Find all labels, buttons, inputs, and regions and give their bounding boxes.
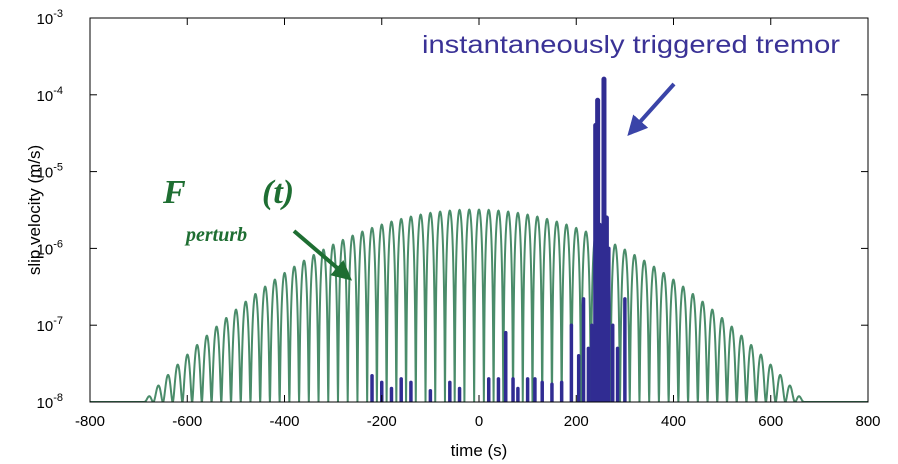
x-tick-label: -400: [269, 413, 299, 430]
x-tick-label: 800: [855, 413, 880, 430]
x-tick-label: -600: [172, 413, 202, 430]
y-axis-label: slip velocity (m/s): [25, 145, 44, 275]
x-tick-label: 600: [758, 413, 783, 430]
x-tick-label: 0: [475, 413, 483, 430]
y-tick-label: 10-4: [37, 85, 63, 105]
perturbation-series-line: [90, 208, 868, 402]
x-tick-label: -200: [367, 413, 397, 430]
y-tick-label: 10-3: [37, 8, 63, 28]
y-tick-label: 10-8: [37, 392, 63, 412]
perturbation-label-sub: perturb: [184, 224, 247, 246]
x-axis-label: time (s): [451, 441, 508, 460]
x-tick-label: 200: [564, 413, 589, 430]
tremor-arrow: [627, 82, 676, 136]
perturbation-label-arg: (t): [262, 174, 294, 211]
y-tick-label: 10-7: [37, 315, 63, 335]
x-tick-label: -800: [75, 413, 105, 430]
perturbation-label-main: F: [162, 174, 186, 211]
perturbation-arrow: [292, 229, 353, 281]
tremor-annotation: instantaneously triggered tremor: [422, 31, 840, 59]
x-tick-label: 400: [661, 413, 686, 430]
